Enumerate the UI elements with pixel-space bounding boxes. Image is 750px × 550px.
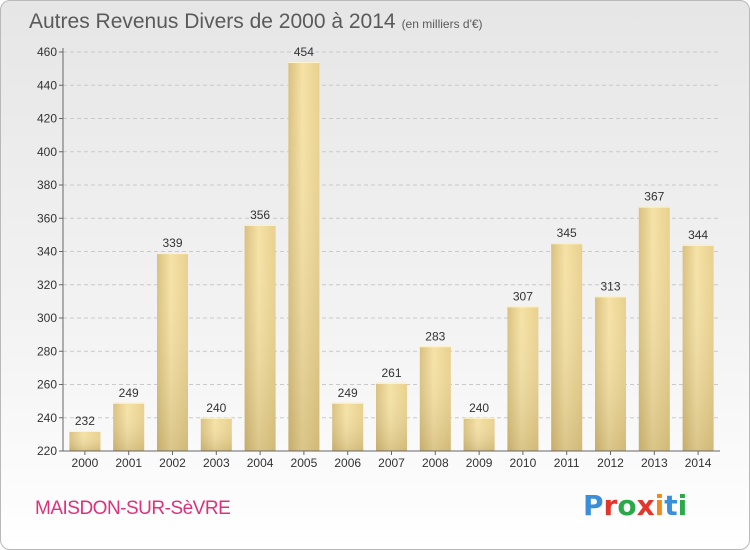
y-tick-label: 440 bbox=[37, 78, 57, 92]
x-tick-label: 2000 bbox=[72, 456, 99, 470]
data-label: 367 bbox=[644, 190, 664, 204]
data-label: 261 bbox=[381, 366, 401, 380]
bar-shade bbox=[595, 296, 626, 451]
x-tick-label: 2006 bbox=[334, 456, 361, 470]
data-label: 356 bbox=[250, 208, 270, 222]
bar-shade bbox=[507, 306, 539, 451]
y-tick-label: 420 bbox=[37, 112, 57, 126]
bar-shade bbox=[244, 224, 276, 451]
data-label: 339 bbox=[162, 236, 182, 250]
x-tick-label: 2011 bbox=[554, 456, 580, 470]
data-label: 313 bbox=[600, 279, 620, 293]
x-tick-label: 2002 bbox=[159, 456, 186, 470]
bar-shade bbox=[638, 206, 670, 451]
y-tick-label: 280 bbox=[37, 344, 57, 358]
bar-shade bbox=[551, 243, 583, 451]
bar-shade bbox=[113, 402, 145, 451]
data-label: 240 bbox=[206, 401, 226, 415]
bar-shade bbox=[69, 431, 101, 451]
x-tick-label: 2012 bbox=[597, 456, 624, 470]
y-tick-label: 320 bbox=[37, 278, 57, 292]
bar-shade bbox=[157, 253, 188, 451]
data-label: 240 bbox=[469, 401, 489, 415]
data-label: 344 bbox=[688, 228, 708, 242]
y-tick-label: 360 bbox=[37, 211, 57, 225]
x-tick-label: 2009 bbox=[466, 456, 493, 470]
city-name: MAISDON-SUR-SèVRE bbox=[35, 498, 231, 519]
bar-shade bbox=[288, 61, 320, 451]
y-tick-label: 300 bbox=[37, 311, 57, 325]
y-tick-label: 260 bbox=[37, 378, 57, 392]
x-tick-label: 2007 bbox=[378, 456, 405, 470]
y-tick-label: 220 bbox=[37, 444, 57, 458]
data-label: 249 bbox=[338, 386, 358, 400]
title-text: Autres Revenus Divers de 2000 à 2014 bbox=[29, 10, 396, 33]
data-label: 307 bbox=[513, 289, 533, 303]
data-label: 454 bbox=[294, 45, 314, 59]
y-tick-label: 340 bbox=[37, 245, 57, 259]
x-tick-label: 2014 bbox=[685, 456, 712, 470]
data-label: 283 bbox=[425, 329, 445, 343]
y-tick-label: 400 bbox=[37, 145, 57, 159]
x-tick-label: 2005 bbox=[291, 456, 318, 470]
proxiti-logo[interactable]: Proxiti bbox=[583, 489, 688, 522]
data-label: 345 bbox=[557, 226, 577, 240]
data-label: 249 bbox=[119, 386, 139, 400]
x-tick-label: 2010 bbox=[510, 456, 537, 470]
bar-shade bbox=[376, 382, 407, 451]
bar-shade bbox=[200, 417, 232, 451]
bar-shade bbox=[332, 402, 364, 451]
bar-shade bbox=[463, 417, 495, 451]
data-label: 232 bbox=[75, 414, 95, 428]
y-tick-label: 240 bbox=[37, 411, 57, 425]
y-tick-label: 460 bbox=[37, 45, 57, 59]
x-tick-label: 2001 bbox=[115, 456, 142, 470]
bar-shade bbox=[682, 244, 714, 451]
x-tick-label: 2003 bbox=[203, 456, 230, 470]
x-tick-label: 2004 bbox=[247, 456, 274, 470]
bar-shade bbox=[419, 346, 451, 451]
title-unit: (en milliers d'€) bbox=[401, 17, 483, 31]
chart-title: Autres Revenus Divers de 2000 à 2014 (en … bbox=[29, 10, 483, 34]
x-tick-label: 2008 bbox=[422, 456, 449, 470]
x-tick-label: 2013 bbox=[641, 456, 668, 470]
y-tick-label: 380 bbox=[37, 178, 57, 192]
